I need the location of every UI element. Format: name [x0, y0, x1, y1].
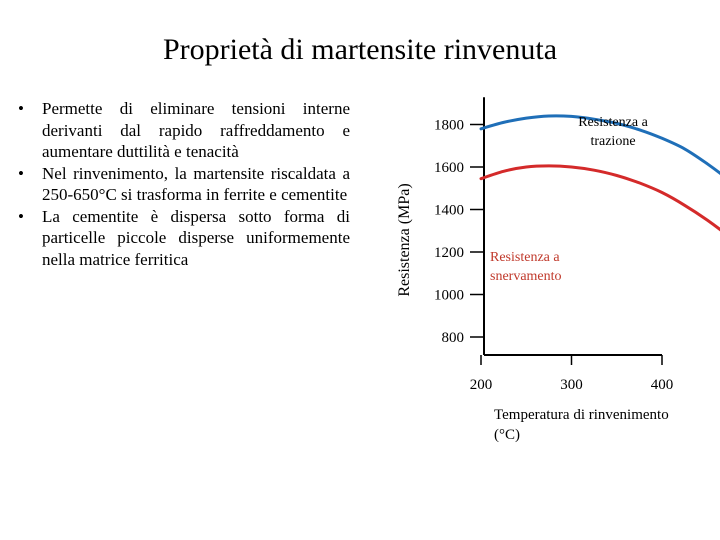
x-tick-label: 400	[651, 377, 674, 393]
yield-strength-line	[479, 164, 720, 232]
yield-strength-label-line-2: snervamento	[490, 269, 562, 284]
y-tick-label: 1400	[434, 203, 464, 219]
bullet-text: Nel rinvenimento, la martensite riscalda…	[42, 163, 350, 205]
y-tick-label: 1800	[434, 118, 464, 134]
bullet-text: Permette di eliminare tensioni interne d…	[42, 99, 350, 161]
y-tick-label: 1000	[434, 288, 464, 304]
tensile-strength-label-line-2: trazione	[590, 134, 635, 149]
y-tick-label: 1600	[434, 160, 464, 176]
bullet-text: La cementite è dispersa sotto forma di p…	[42, 206, 350, 269]
y-axis-label: Resistenza (MPa)	[396, 183, 413, 296]
bullet-item: La cementite è dispersa sotto forma di p…	[18, 206, 350, 271]
x-tick-label: 300	[560, 377, 583, 393]
yield-strength-label-line-1: Resistenza a	[490, 250, 560, 265]
tensile-strength-line	[479, 114, 720, 176]
x-axis-label-line-1: Temperatura di rinvenimento	[494, 407, 669, 423]
bullet-item: Nel rinvenimento, la martensite riscalda…	[18, 163, 350, 206]
x-tick-label: 200	[470, 377, 493, 393]
y-tick-label: 800	[442, 330, 465, 346]
bullet-list: Permette di eliminare tensioni interne d…	[18, 98, 350, 270]
bullet-item: Permette di eliminare tensioni interne d…	[18, 98, 350, 163]
x-axis-label-line-2: (°C)	[494, 427, 520, 443]
slide-title: Proprietà di martensite rinvenuta	[162, 33, 558, 66]
tensile-strength-label-line-1: Resistenza a	[578, 115, 648, 130]
y-tick-label: 1200	[434, 245, 464, 261]
